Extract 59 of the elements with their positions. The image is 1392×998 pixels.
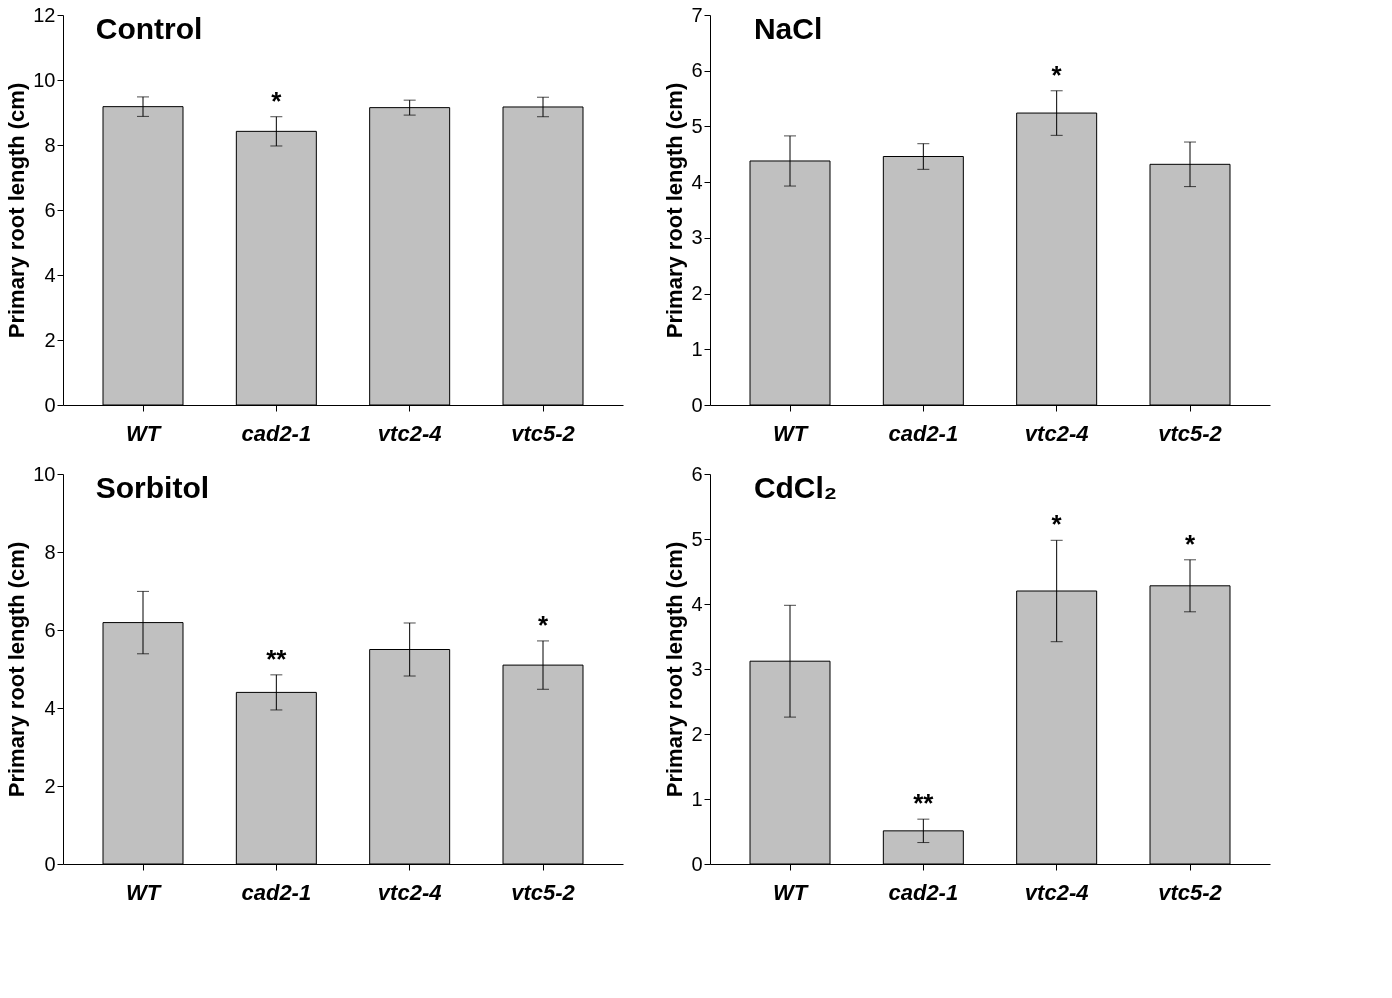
y-tick-label: 0 xyxy=(691,852,703,875)
y-tick-label: 1 xyxy=(691,787,703,810)
chart-title: CdCl₂ xyxy=(753,471,838,504)
y-tick-label: 0 xyxy=(44,852,56,875)
y-axis-title: Primary root length (cm) xyxy=(662,82,688,339)
y-tick-label: 3 xyxy=(691,226,703,249)
x-tick-label: vtc2-4 xyxy=(1024,879,1089,905)
y-tick-label: 2 xyxy=(44,774,56,797)
y-tick-label: 7 xyxy=(691,3,703,26)
y-tick-label: 3 xyxy=(691,657,703,680)
y-axis-title: Primary root length (cm) xyxy=(4,82,30,339)
annotation: * xyxy=(271,85,283,116)
chart-title: Control xyxy=(95,12,203,45)
y-axis-title: Primary root length (cm) xyxy=(662,541,688,798)
y-tick-label: 6 xyxy=(44,618,56,641)
x-tick-label: cad2-1 xyxy=(888,420,959,446)
x-tick-label: WT xyxy=(125,420,162,446)
y-tick-label: 6 xyxy=(691,462,703,485)
y-tick-label: 4 xyxy=(691,592,703,615)
x-tick-label: vtc5-2 xyxy=(511,420,576,446)
y-tick-label: 6 xyxy=(44,198,56,221)
y-tick-label: 4 xyxy=(44,696,56,719)
y-tick-label: 0 xyxy=(44,393,56,416)
y-tick-label: 1 xyxy=(691,337,703,360)
y-tick-label: 5 xyxy=(691,114,703,137)
y-tick-label: 0 xyxy=(691,393,703,416)
annotation: * xyxy=(1051,59,1063,90)
annotation: * xyxy=(1051,509,1063,540)
x-tick-label: vtc5-2 xyxy=(1158,879,1223,905)
y-axis-title: Primary root length (cm) xyxy=(4,541,30,798)
x-tick-label: cad2-1 xyxy=(241,879,312,905)
y-tick-label: 8 xyxy=(44,133,56,156)
y-tick-label: 10 xyxy=(33,68,56,91)
annotation: * xyxy=(1184,528,1196,559)
x-tick-label: vtc2-4 xyxy=(1024,420,1089,446)
y-tick-label: 12 xyxy=(33,3,56,26)
y-tick-label: 5 xyxy=(691,527,703,550)
chart-title: NaCl xyxy=(753,12,823,45)
x-tick-label: vtc5-2 xyxy=(1158,420,1223,446)
y-tick-label: 2 xyxy=(44,328,56,351)
y-tick-label: 10 xyxy=(33,462,56,485)
x-tick-label: vtc2-4 xyxy=(377,879,442,905)
y-tick-label: 6 xyxy=(691,59,703,82)
y-tick-label: 4 xyxy=(44,263,56,286)
x-tick-label: WT xyxy=(125,879,162,905)
y-tick-label: 2 xyxy=(691,722,703,745)
x-tick-label: cad2-1 xyxy=(888,879,959,905)
x-tick-label: vtc2-4 xyxy=(377,420,442,446)
annotation: * xyxy=(537,609,549,640)
annotation: ** xyxy=(913,788,935,819)
x-tick-label: vtc5-2 xyxy=(511,879,576,905)
y-tick-label: 8 xyxy=(44,540,56,563)
annotation: ** xyxy=(266,643,288,674)
x-tick-label: WT xyxy=(772,420,809,446)
y-tick-label: 4 xyxy=(691,170,703,193)
x-tick-label: WT xyxy=(772,879,809,905)
y-tick-label: 2 xyxy=(691,282,703,305)
chart-title: Sorbitol xyxy=(95,471,210,504)
x-tick-label: cad2-1 xyxy=(241,420,312,446)
